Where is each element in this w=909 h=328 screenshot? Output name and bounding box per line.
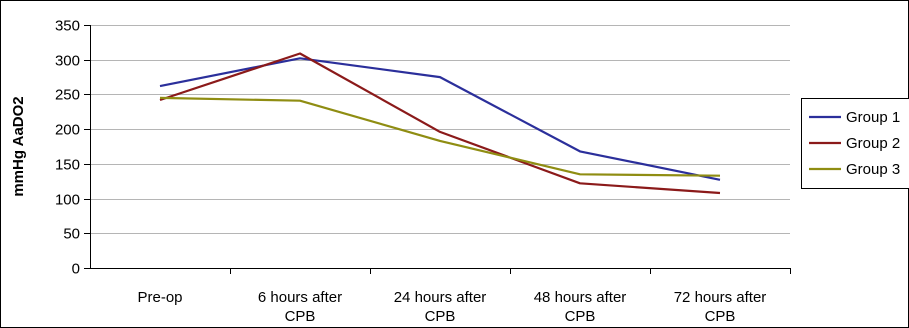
y-tick-label: 0 [72,261,80,278]
legend-label: Group 2 [846,135,900,152]
y-tick-label: 50 [63,226,80,243]
x-tick-label: 6 hours after CPB [258,289,342,325]
legend: Group 1 Group 2 Group 3 [801,98,909,189]
y-axis-label: mmHg AaDO2 [10,96,27,196]
x-tick-label: 24 hours after CPB [394,289,487,325]
y-tick-label: 350 [55,18,80,35]
y-tick-labels: 0 50 100 150 200 250 300 350 [55,18,80,278]
series-lines [159,52,721,195]
x-tick-label: Pre-op [137,289,182,306]
y-tick-label: 250 [55,87,80,104]
y-tick-label: 200 [55,122,80,139]
x-tick-labels: Pre-op 6 hours after CPB 24 hours after CPB 4… [137,289,766,325]
grid-lines [90,25,790,234]
x-tick-label: 72 hours after CPB [674,289,767,325]
y-tick-label: 300 [55,53,80,70]
series-line-group-3 [159,96,721,177]
y-tick-label: 100 [55,192,80,209]
legend-label: Group 1 [846,109,900,126]
legend-label: Group 3 [846,161,900,178]
x-tick-label: 48 hours after CPB [534,289,627,325]
series-line-group-2 [159,52,721,195]
series-line-group-1 [159,57,721,181]
y-tick-label: 150 [55,157,80,174]
